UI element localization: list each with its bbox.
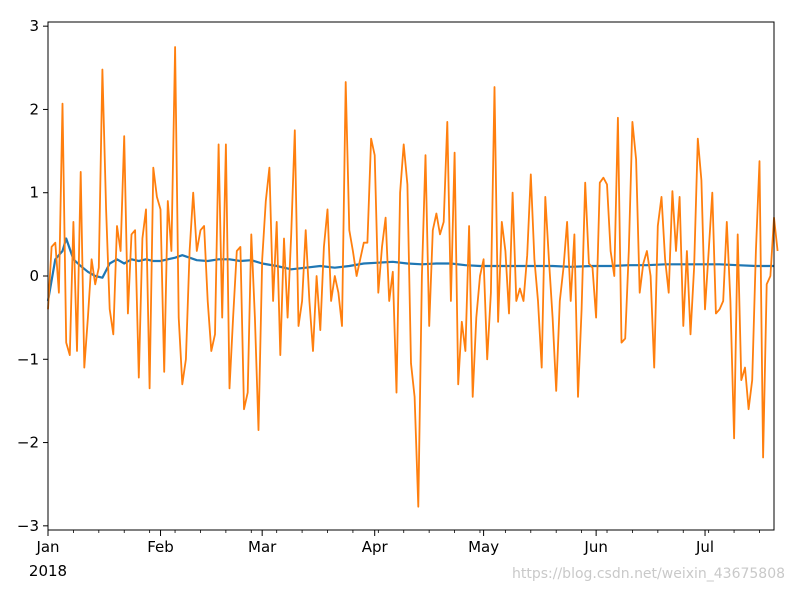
x-tick-label: May xyxy=(468,538,499,556)
x-tick-label: Jun xyxy=(583,538,607,556)
plot-frame xyxy=(47,21,775,531)
x-tick-label: Jan xyxy=(35,538,59,556)
y-tick-label: −1 xyxy=(17,350,39,368)
series-line-1 xyxy=(46,237,774,302)
plot-lines xyxy=(46,46,779,508)
y-tick-label: 1 xyxy=(29,184,39,202)
y-tick-label: −3 xyxy=(17,517,39,535)
y-tick-label: 2 xyxy=(29,100,39,118)
x-tick-label: Feb xyxy=(147,538,174,556)
axis-ticks: −3 −2 −1 0 1 2 3 Jan Feb Mar Apr May Jun Jul xyxy=(17,17,760,556)
y-tick-label: 3 xyxy=(29,17,39,35)
x-tick-label: Jul xyxy=(695,538,714,556)
y-tick-label: 0 xyxy=(29,267,39,285)
x-year-label: 2018 xyxy=(29,562,67,580)
x-tick-label: Mar xyxy=(248,538,277,556)
y-tick-label: −2 xyxy=(17,434,39,452)
watermark-text: https://blog.csdn.net/weixin_43675808 xyxy=(512,566,786,582)
x-tick-label: Apr xyxy=(362,538,389,556)
series-line-2 xyxy=(47,46,779,508)
